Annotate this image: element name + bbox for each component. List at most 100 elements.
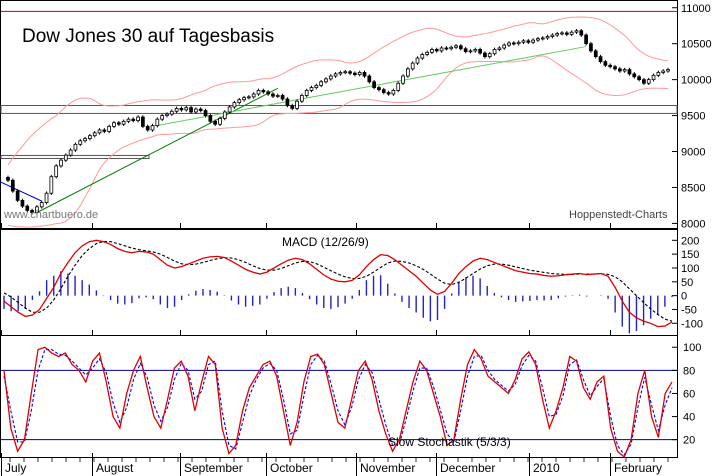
month-label: September: [184, 461, 243, 475]
candle-body: [319, 81, 323, 86]
price-tick-label: 11000: [681, 3, 711, 15]
price-layer: [0, 10, 678, 228]
candle-body: [30, 210, 34, 214]
candle-body: [617, 68, 622, 72]
candle-body: [78, 140, 83, 145]
month-label: November: [360, 461, 415, 475]
candle-body: [198, 108, 203, 111]
candle-body: [589, 43, 593, 52]
stoch-layer: [1, 346, 677, 459]
candle-body: [574, 30, 579, 33]
stoch-tick-label: 100: [683, 342, 701, 354]
candle-body: [497, 47, 502, 50]
source-label: Hoppenstedt-Charts: [569, 209, 668, 221]
macd-label: MACD (12/26/9): [282, 235, 369, 249]
stoch-tick-label: 20: [683, 435, 695, 447]
candle-body: [141, 116, 145, 127]
candle-body: [189, 107, 193, 113]
candle-body: [622, 69, 627, 72]
stoch-label: Slow Stochastik (5/3/3): [388, 435, 511, 449]
candle-body: [434, 49, 439, 52]
month-label: February: [614, 461, 662, 475]
macd-tick-label: 150: [681, 249, 699, 261]
macd-tick-label: -50: [681, 304, 697, 316]
stoch-d-line: [3, 349, 673, 456]
candle-body: [203, 110, 208, 116]
candle-body: [468, 50, 473, 53]
macd-tick-label: 50: [681, 277, 693, 289]
candle-body: [261, 90, 266, 93]
macd-line: [3, 239, 673, 328]
candle-body: [275, 95, 280, 97]
candle-body: [35, 206, 39, 214]
candle-body: [285, 98, 290, 106]
candle-body: [102, 129, 107, 132]
candle-body: [425, 51, 429, 55]
candle-body: [116, 122, 121, 125]
candle-body: [656, 72, 661, 76]
candle-body: [131, 118, 136, 122]
candle-body: [54, 165, 59, 178]
stoch-panel-frame: [0, 335, 678, 458]
candle-body: [256, 90, 261, 95]
candle-body: [483, 52, 487, 58]
candle-body: [39, 202, 44, 208]
month-label: 2010: [533, 461, 560, 475]
candle-body: [88, 135, 92, 139]
candle-body: [598, 56, 603, 63]
lower-band: [7, 55, 669, 228]
candle-body: [536, 38, 540, 41]
candle-body: [6, 176, 10, 181]
candle-body: [564, 32, 569, 35]
stoch-tick-label: 60: [683, 388, 695, 400]
candle-body: [367, 75, 372, 83]
candle-body: [208, 115, 213, 122]
candle-body: [661, 70, 666, 73]
stoch-k-line: [3, 346, 673, 459]
macd-signal-line: [3, 240, 673, 322]
candle-body: [107, 125, 112, 132]
candle-body: [463, 48, 468, 53]
candle-body: [362, 72, 367, 77]
candle-body: [579, 30, 584, 36]
stoch-tick-label: 80: [683, 365, 695, 377]
candle-body: [136, 116, 140, 122]
candle-body: [569, 31, 574, 35]
stoch-tick-label: 40: [683, 412, 695, 424]
price-tick-label: 9000: [681, 147, 705, 159]
candle-body: [165, 113, 169, 116]
candle-body: [444, 47, 449, 50]
candle-body: [155, 118, 160, 127]
upper-band: [7, 16, 669, 166]
candle-body: [449, 46, 454, 50]
candle-body: [507, 42, 511, 46]
candle-body: [516, 41, 521, 45]
candle-body: [73, 143, 78, 151]
macd-tick-label: 200: [681, 235, 699, 247]
candle-body: [540, 37, 545, 40]
candle-body: [487, 53, 492, 58]
candle-body: [521, 40, 526, 43]
candle-body: [492, 49, 497, 55]
candle-body: [324, 78, 328, 83]
candle-body: [247, 96, 251, 99]
candle-body: [372, 81, 376, 88]
candle-body: [300, 95, 304, 102]
candle-body: [25, 205, 30, 211]
candle-body: [391, 90, 396, 95]
candle-body: [150, 125, 155, 131]
candle-body: [377, 87, 381, 91]
candle-body: [348, 71, 352, 74]
candle-body: [295, 100, 299, 109]
price-panel-frame: [0, 0, 678, 229]
macd-tick-label: 100: [681, 263, 699, 275]
candle-body: [145, 125, 150, 131]
candle-body: [608, 64, 613, 68]
candle-body: [179, 107, 184, 111]
candle-body: [290, 105, 295, 109]
candle-body: [328, 75, 333, 80]
candle-body: [545, 36, 550, 39]
candle-body: [20, 200, 25, 207]
candle-body: [458, 45, 463, 50]
candle-body: [401, 75, 405, 84]
